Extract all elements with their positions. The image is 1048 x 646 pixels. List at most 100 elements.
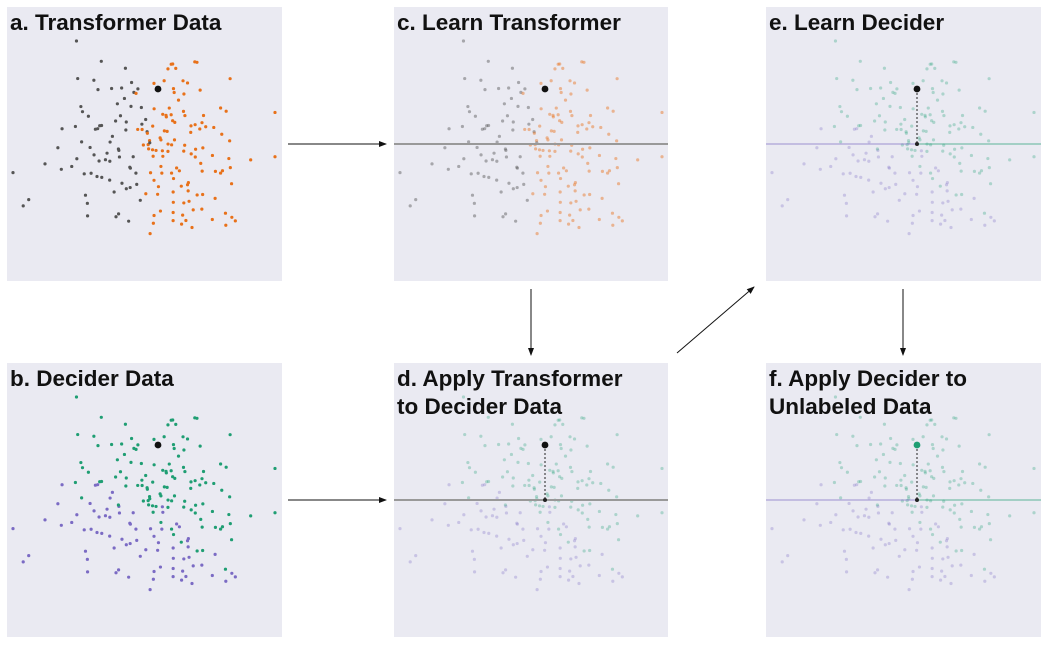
data-point xyxy=(461,39,466,43)
data-point xyxy=(501,215,505,219)
data-point xyxy=(228,433,232,437)
data-point xyxy=(144,548,148,552)
data-point xyxy=(139,461,143,466)
data-point xyxy=(620,575,624,579)
data-point xyxy=(960,146,964,150)
data-point xyxy=(158,565,163,569)
data-point xyxy=(167,106,171,110)
arrow-d-to-e xyxy=(676,286,755,354)
data-point xyxy=(475,145,479,150)
data-point xyxy=(249,514,253,518)
data-point xyxy=(839,466,844,470)
data-point xyxy=(154,148,158,153)
data-point xyxy=(838,460,842,465)
data-point xyxy=(116,568,121,572)
data-point xyxy=(558,219,562,223)
data-point xyxy=(181,569,185,573)
data-point xyxy=(73,480,78,485)
data-point xyxy=(568,569,572,573)
data-point xyxy=(934,522,938,526)
data-point xyxy=(502,102,506,106)
data-point xyxy=(476,171,480,175)
data-point xyxy=(875,568,880,572)
data-point xyxy=(815,502,819,506)
data-point xyxy=(134,171,138,175)
data-point xyxy=(523,127,527,132)
data-point xyxy=(136,87,140,91)
data-point xyxy=(943,218,947,223)
data-point xyxy=(446,167,450,171)
data-point xyxy=(136,483,140,488)
data-point xyxy=(127,575,131,579)
data-point xyxy=(224,579,228,583)
data-point xyxy=(554,106,558,110)
data-point xyxy=(862,158,867,162)
data-point xyxy=(580,416,584,420)
data-point xyxy=(160,527,164,531)
data-point xyxy=(186,537,190,541)
data-point xyxy=(176,454,181,458)
data-point xyxy=(842,549,847,553)
data-point xyxy=(660,466,664,471)
data-point xyxy=(487,531,491,535)
data-point xyxy=(963,481,967,485)
data-point xyxy=(607,169,612,173)
data-point xyxy=(525,554,529,558)
data-point xyxy=(96,88,100,92)
data-point xyxy=(148,141,152,145)
data-point xyxy=(136,443,140,447)
data-point xyxy=(566,222,571,226)
data-point xyxy=(516,80,521,85)
data-point xyxy=(538,510,542,514)
data-point xyxy=(535,527,540,531)
data-point xyxy=(959,121,963,125)
data-point xyxy=(467,466,472,470)
data-point xyxy=(580,60,584,64)
data-point xyxy=(819,127,823,131)
data-point xyxy=(546,494,550,498)
data-point xyxy=(147,503,151,507)
data-point xyxy=(888,104,892,108)
data-point xyxy=(904,487,908,491)
data-point xyxy=(507,181,511,185)
data-point xyxy=(198,483,202,487)
data-point xyxy=(615,77,619,81)
data-point xyxy=(930,546,934,550)
data-point xyxy=(189,124,193,128)
data-point xyxy=(518,155,522,159)
data-point xyxy=(566,578,571,582)
data-point xyxy=(537,148,542,152)
data-point xyxy=(85,214,90,218)
data-point xyxy=(193,155,197,159)
data-point xyxy=(909,504,914,508)
data-point xyxy=(562,522,566,526)
data-point xyxy=(173,476,177,480)
data-point xyxy=(172,494,177,498)
data-point xyxy=(486,123,491,128)
data-point xyxy=(940,465,945,469)
data-point xyxy=(541,504,545,509)
data-point xyxy=(890,511,894,515)
data-point xyxy=(558,87,563,91)
data-point xyxy=(979,525,984,529)
data-point xyxy=(852,483,856,487)
data-point xyxy=(521,91,525,96)
data-point xyxy=(972,552,976,556)
data-point xyxy=(152,534,156,538)
data-point xyxy=(932,120,936,124)
data-point xyxy=(534,495,539,499)
data-point xyxy=(906,147,910,151)
data-point xyxy=(983,579,987,583)
data-point xyxy=(911,178,915,182)
data-point xyxy=(855,444,859,448)
data-point xyxy=(140,122,144,126)
data-point xyxy=(770,526,774,531)
data-point xyxy=(100,175,104,179)
data-point xyxy=(845,470,850,474)
data-point xyxy=(457,520,461,525)
data-point xyxy=(201,146,205,150)
data-point xyxy=(515,522,519,526)
data-point xyxy=(144,473,148,478)
data-point xyxy=(162,79,166,83)
data-point xyxy=(504,148,508,152)
